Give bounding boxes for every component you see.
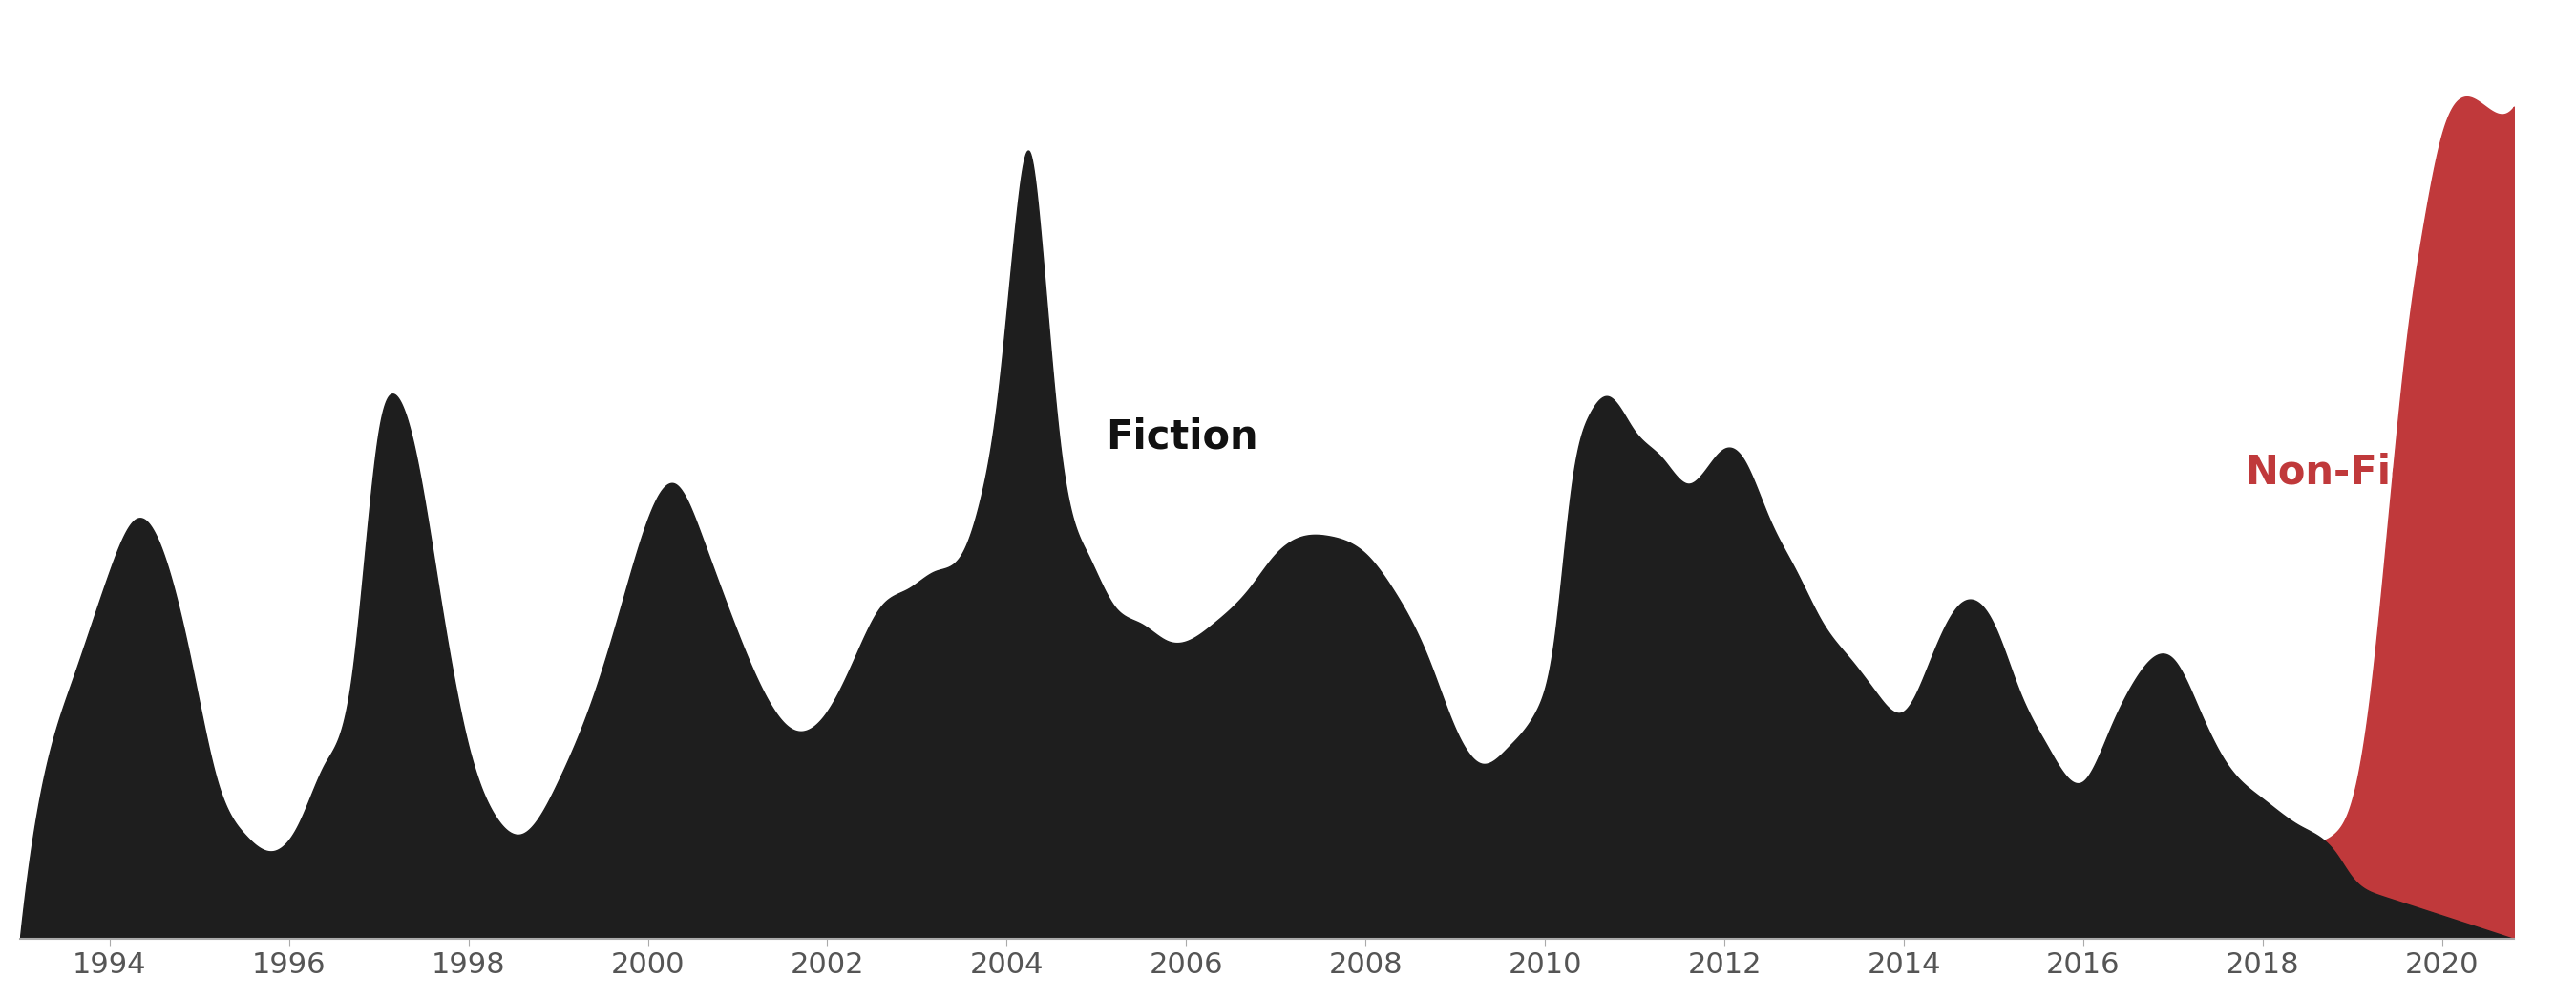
Text: Fiction: Fiction: [1105, 418, 1257, 458]
Text: Non-Fiction: Non-Fiction: [2244, 453, 2501, 493]
